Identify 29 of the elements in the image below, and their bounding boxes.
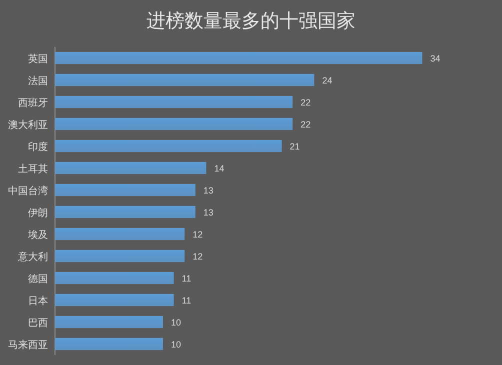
chart-title: 进榜数量最多的十强国家 [146, 10, 356, 32]
data-label: 10 [171, 318, 182, 328]
data-label: 21 [290, 142, 300, 152]
y-tick-label: 日本 [28, 295, 48, 307]
data-label: 24 [322, 76, 332, 86]
y-tick-label: 伊朗 [28, 207, 48, 219]
y-tick-label: 意大利 [17, 251, 48, 263]
y-tick-label: 巴西 [28, 318, 48, 329]
y-tick-label: 法国 [28, 75, 48, 87]
y-tick-label: 澳大利亚 [8, 119, 48, 131]
y-tick-label: 中国台湾 [8, 185, 48, 197]
y-tick-label: 印度 [28, 141, 48, 153]
y-tick-label: 德国 [28, 274, 48, 285]
data-label: 34 [430, 54, 440, 64]
data-label: 14 [214, 164, 224, 174]
data-label: 12 [192, 230, 203, 240]
y-tick-label: 西班牙 [18, 97, 48, 109]
y-tick-label: 英国 [28, 53, 48, 65]
y-tick-label: 土耳其 [18, 163, 48, 175]
y-tick-label: 埃及 [27, 229, 48, 241]
y-tick-label: 马来西亚 [8, 339, 48, 351]
data-label: 22 [300, 98, 311, 108]
data-label: 11 [182, 296, 192, 306]
data-label: 10 [171, 340, 182, 350]
data-label: 13 [203, 208, 214, 218]
data-label: 12 [192, 252, 203, 262]
data-label: 11 [182, 274, 192, 284]
data-label: 13 [203, 186, 214, 196]
data-label: 22 [300, 120, 311, 130]
